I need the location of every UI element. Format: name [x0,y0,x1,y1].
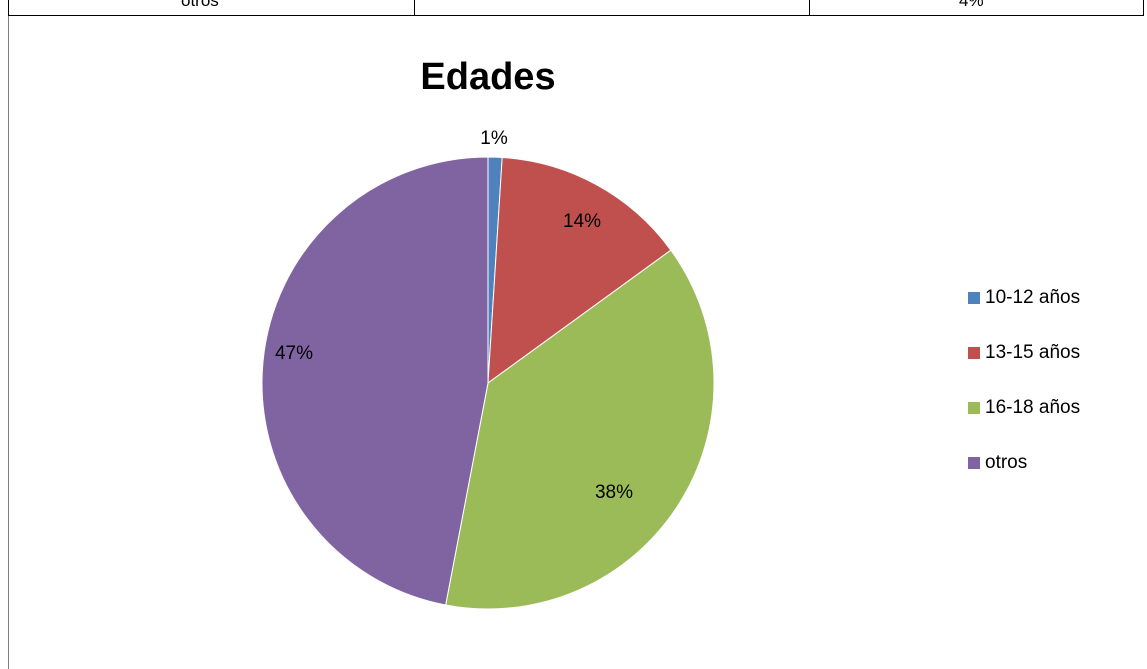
pie-slice-16-18 [445,249,715,610]
legend-swatch [968,456,980,469]
legend-swatch [968,291,980,304]
legend-item-16-18: 16-18 años [968,380,1138,435]
table-row-strip: otros 4% [8,0,1144,16]
legend-swatch [968,401,980,414]
pie-slice-13-15 [487,156,672,385]
chart-legend: 10-12 años 13-15 años 16-18 años otros [968,270,1138,490]
chart-title: Edades [420,56,556,98]
legend-label: 10-12 años [985,286,1081,308]
table-cell-percent: 4% [959,0,984,10]
legend-label: otros [985,451,1028,473]
legend-label: 13-15 años [985,341,1081,363]
data-label-10-12: 1% [480,128,508,149]
data-label-16-18: 38% [595,482,633,503]
table-column-divider [809,0,810,15]
legend-item-13-15: 13-15 años [968,325,1138,380]
table-column-divider [414,0,415,15]
data-label-13-15: 14% [563,211,601,232]
legend-label: 16-18 años [985,396,1081,418]
pie-slice-otros [261,156,489,606]
legend-item-otros: otros [968,435,1138,490]
data-label-otros: 47% [275,343,313,364]
legend-swatch [968,346,980,359]
chart-frame-border [8,16,9,669]
table-cell-label: otros [181,0,219,10]
legend-item-10-12: 10-12 años [968,270,1138,325]
